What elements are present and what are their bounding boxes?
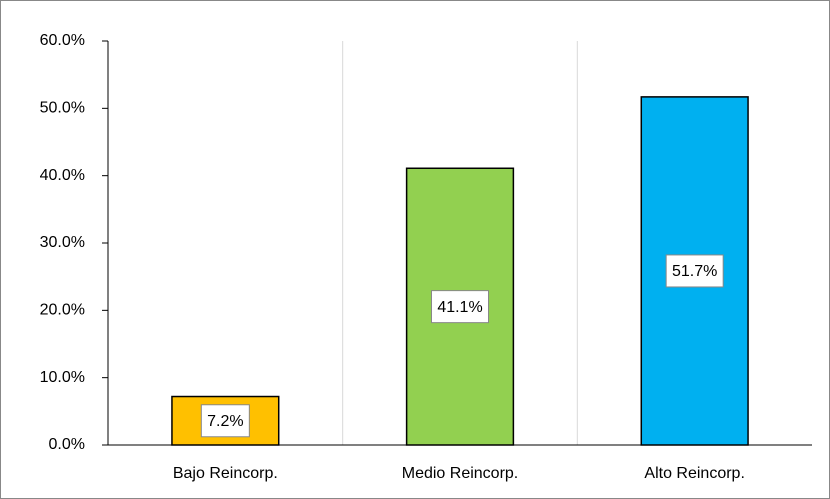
data-label-box xyxy=(200,404,250,438)
y-tick-label: 10.0% xyxy=(40,369,85,386)
x-tick-label: Bajo Reincorp. xyxy=(173,465,278,482)
x-tick-label: Medio Reincorp. xyxy=(402,465,519,482)
x-tick-label: Alto Reincorp. xyxy=(644,465,745,482)
y-tick-label: 0.0% xyxy=(49,436,85,453)
y-tick-label: 60.0% xyxy=(40,32,85,49)
data-label-box xyxy=(431,290,489,324)
y-tick-label: 30.0% xyxy=(40,234,85,251)
y-tick-label: 50.0% xyxy=(40,100,85,117)
data-label-box xyxy=(665,254,724,288)
data-label: 41.1% xyxy=(437,299,482,316)
y-tick-label: 20.0% xyxy=(40,302,85,319)
y-tick-label: 40.0% xyxy=(40,167,85,184)
bar xyxy=(640,96,749,446)
data-label: 51.7% xyxy=(672,263,717,280)
data-label: 7.2% xyxy=(207,413,243,430)
